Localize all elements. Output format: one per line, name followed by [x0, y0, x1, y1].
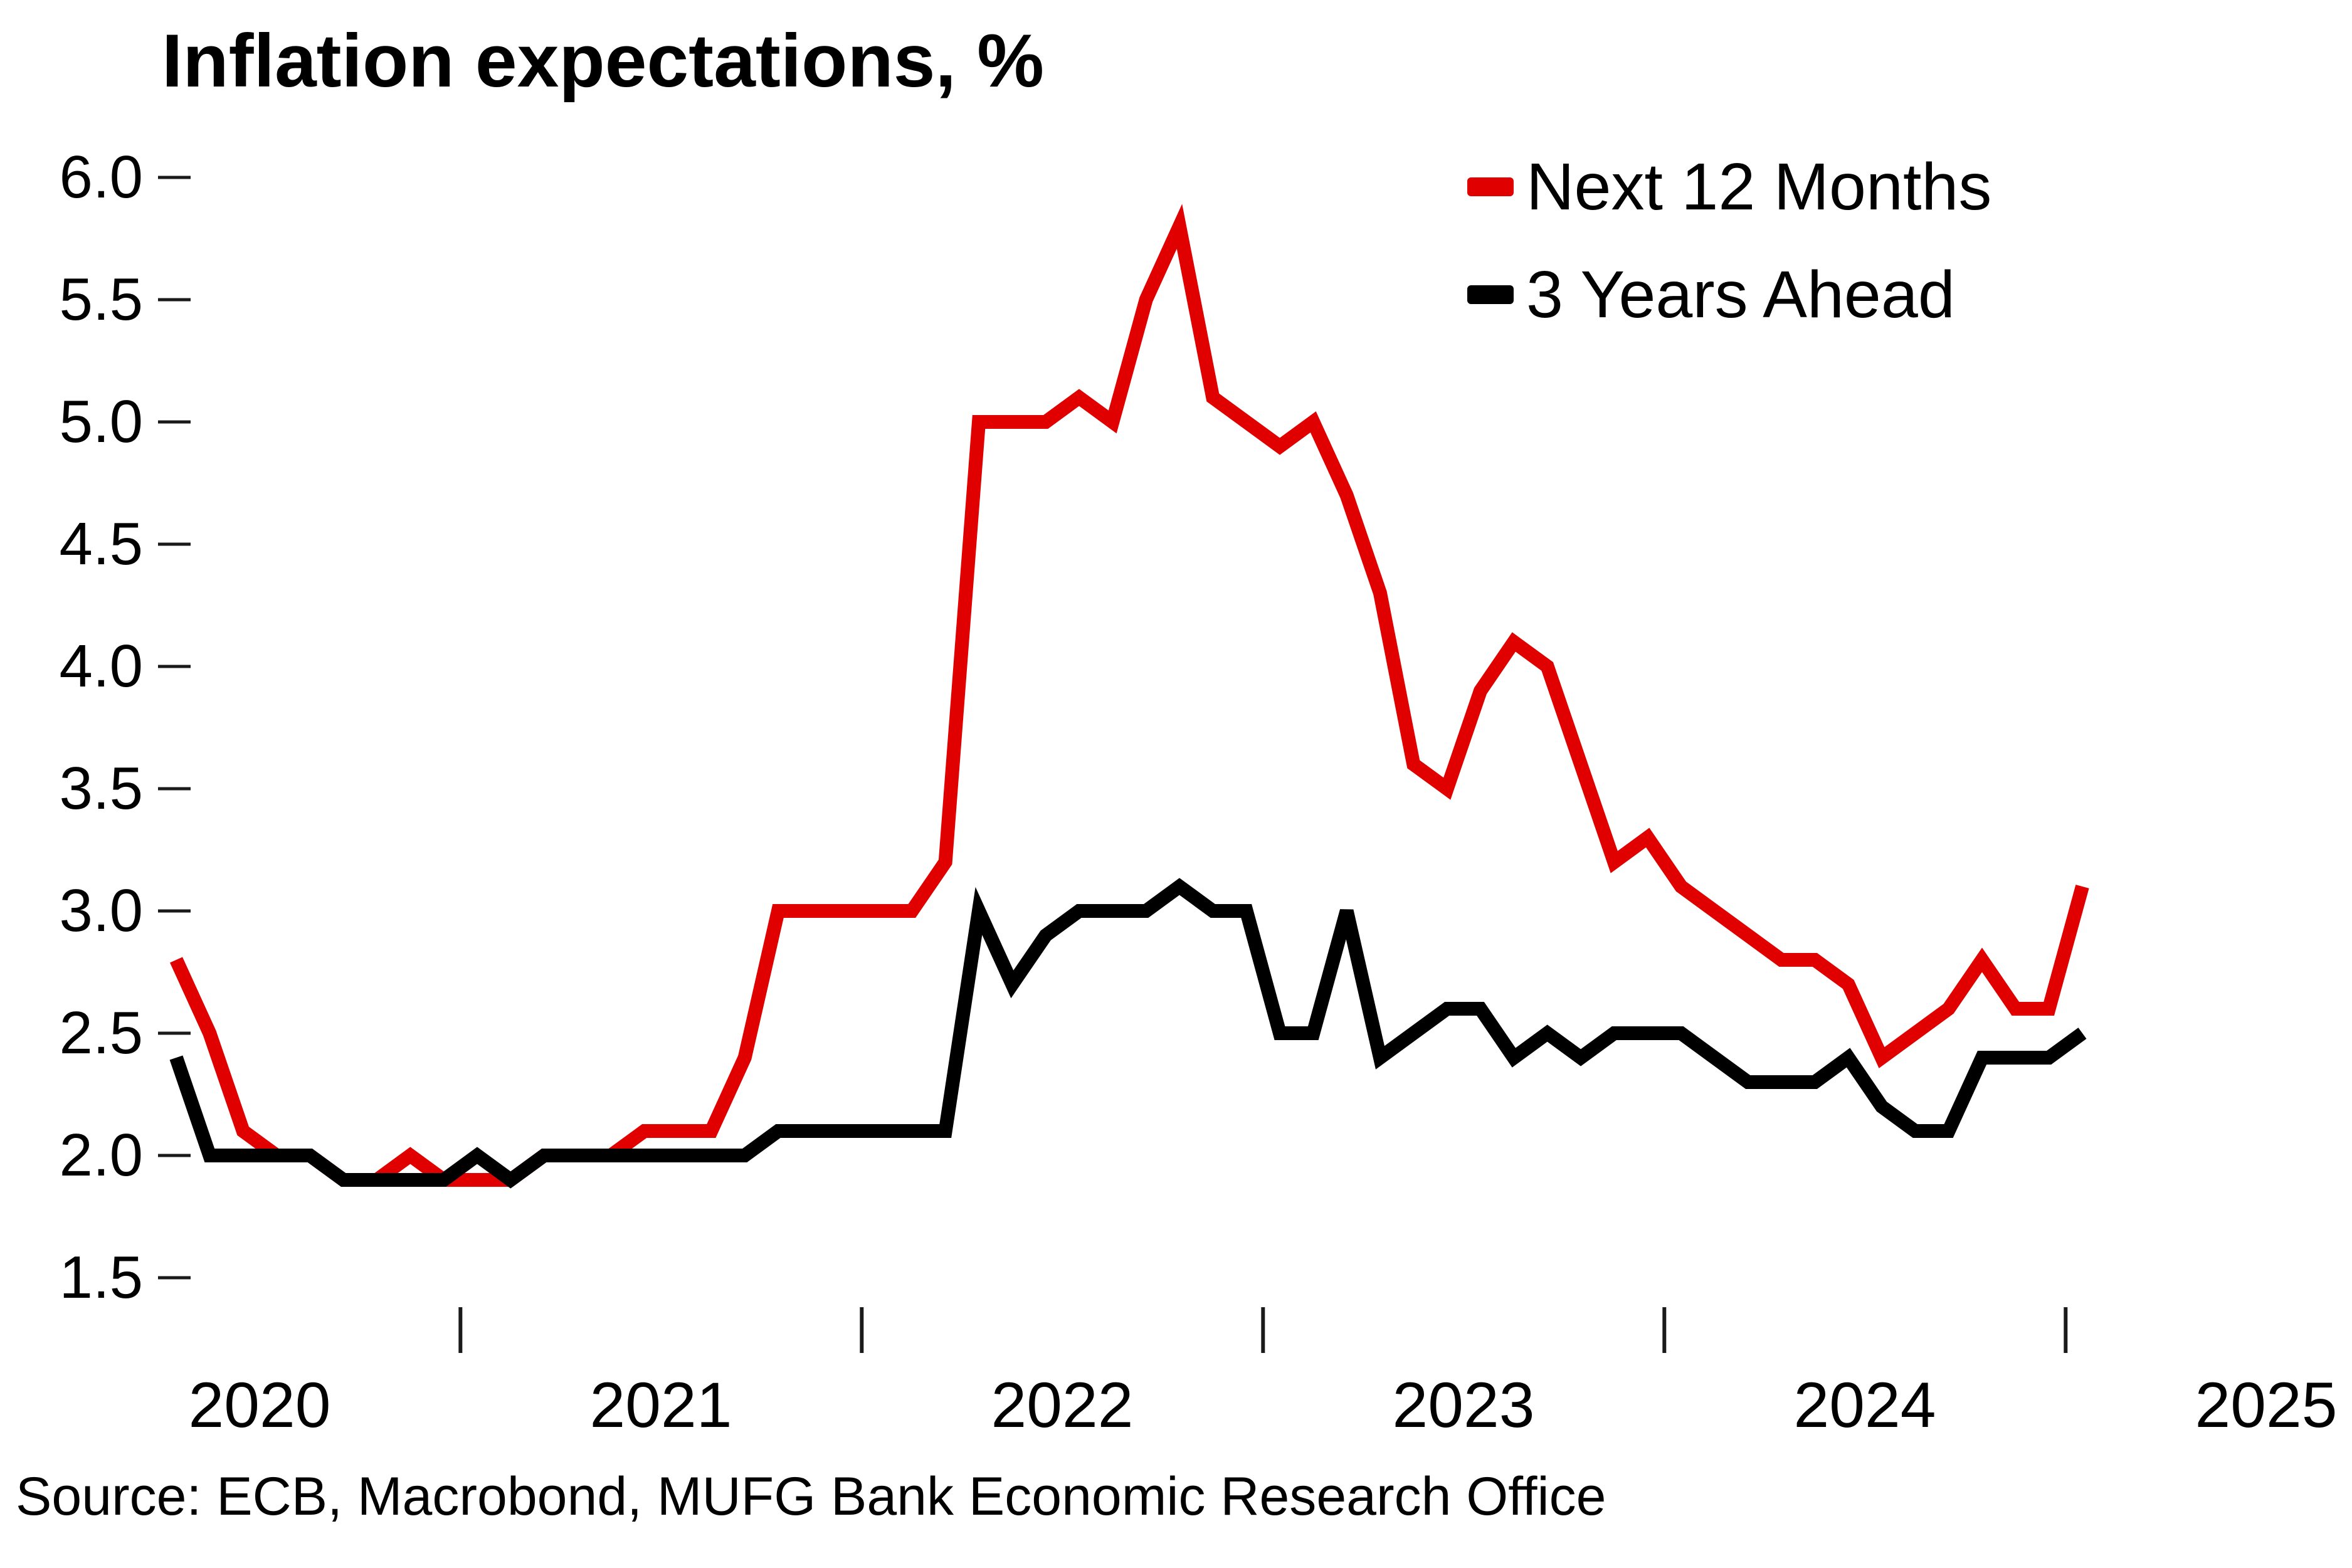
- axis-tick-marks: [158, 176, 2068, 1353]
- x-tick-label: 2021: [589, 1369, 732, 1441]
- y-tick-label: 4.5: [59, 510, 143, 577]
- y-tick-label: 4.0: [59, 633, 143, 700]
- y-tick-label: 6.0: [59, 144, 143, 211]
- y-tick-label: 3.5: [59, 755, 143, 822]
- x-tick-label: 2025: [2195, 1369, 2338, 1441]
- x-tick-label: 2022: [991, 1369, 1134, 1441]
- x-tick-label: 2024: [1793, 1369, 1936, 1441]
- legend-item-next-12-months: Next 12 Months: [1467, 133, 1991, 241]
- next-12-months-line-swatch: [1467, 177, 1514, 196]
- y-tick-label: 1.5: [59, 1244, 143, 1311]
- legend-label-next-12-months: Next 12 Months: [1526, 150, 1992, 224]
- y-tick-label: 2.0: [59, 1122, 143, 1189]
- x-tick-label: 2020: [188, 1369, 331, 1441]
- source-note: Source: ECB, Macrobond, MUFG Bank Econom…: [16, 1466, 1606, 1527]
- chart-title: Inflation expectations, %: [162, 19, 1044, 103]
- legend-label-3-years-ahead: 3 Years Ahead: [1526, 258, 1955, 332]
- x-tick-label: 2023: [1392, 1369, 1535, 1441]
- legend: Next 12 Months 3 Years Ahead: [1467, 133, 1991, 349]
- y-tick-label: 5.5: [59, 266, 143, 333]
- three-years-ahead-line: [169, 878, 2087, 1189]
- y-tick-label: 2.5: [59, 999, 143, 1066]
- next-12-months-line: [169, 204, 2089, 1187]
- legend-item-3-years-ahead: 3 Years Ahead: [1467, 241, 1991, 349]
- y-tick-label: 5.0: [59, 388, 143, 455]
- three-years-ahead-line-swatch: [1467, 285, 1514, 304]
- y-tick-label: 3.0: [59, 877, 143, 944]
